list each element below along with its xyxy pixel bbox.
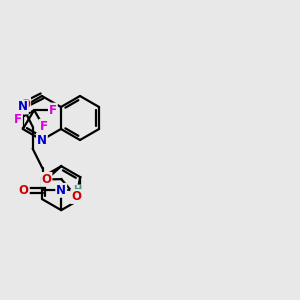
Text: N: N: [18, 100, 28, 113]
Text: O: O: [71, 190, 81, 203]
Text: F: F: [14, 113, 22, 126]
Text: N: N: [56, 184, 66, 197]
Text: F: F: [49, 103, 57, 117]
Text: N: N: [37, 134, 47, 146]
Text: O: O: [19, 184, 29, 197]
Text: O: O: [20, 98, 30, 111]
Text: F: F: [40, 120, 47, 133]
Text: H: H: [74, 185, 82, 195]
Text: O: O: [41, 173, 52, 186]
